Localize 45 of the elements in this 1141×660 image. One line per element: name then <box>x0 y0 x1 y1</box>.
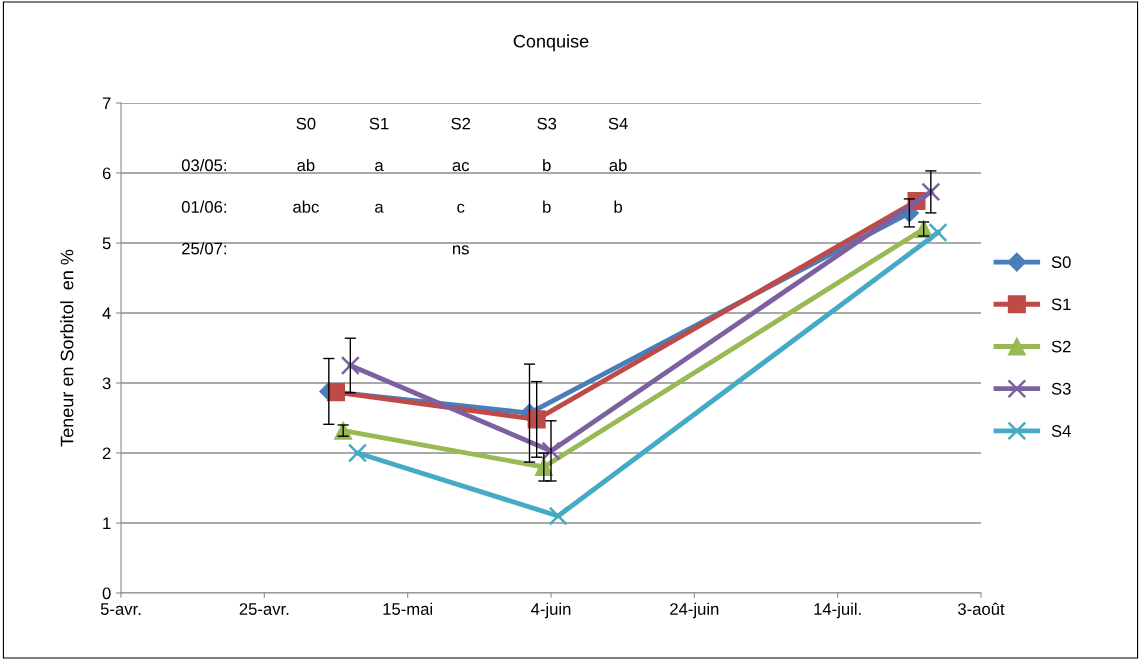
legend-label: S3 <box>1051 382 1071 395</box>
annotation: S0 <box>296 117 316 130</box>
y-axis-title: Teneur en Sorbitol en % <box>60 249 74 447</box>
x-tick-label: 15-mai <box>383 602 433 615</box>
annotation: S2 <box>451 117 471 130</box>
point <box>347 443 368 463</box>
y-tick-label: 6 <box>102 167 111 180</box>
annotation: abc <box>293 200 319 213</box>
y-tick-label: 2 <box>102 447 111 460</box>
annotation: 03/05: <box>181 158 227 172</box>
annotation: ab <box>609 158 627 172</box>
point <box>928 222 948 243</box>
y-tick-label: 5 <box>102 237 111 250</box>
y-tick-label: 0 <box>102 587 111 600</box>
annotation: S4 <box>608 117 628 130</box>
legend-label: S1 <box>1051 298 1071 311</box>
annotation: ac <box>452 162 470 172</box>
chart-title: Conquise <box>513 34 589 52</box>
annotation: a <box>375 203 384 213</box>
x-tick-label: 3-août <box>958 602 1005 615</box>
x-tick-label: 5-avr. <box>100 603 141 615</box>
x-tick-label: 25-avr. <box>239 603 289 615</box>
annotation: b <box>543 200 551 213</box>
annotation: 25/07: <box>182 242 227 255</box>
y-tick-label: 7 <box>102 97 111 110</box>
y-tick-label: 1 <box>103 517 111 530</box>
point <box>548 506 568 526</box>
x-tick-label: 4-juin <box>531 602 571 619</box>
legend-label: S2 <box>1051 340 1071 353</box>
annotation: 01/06: <box>181 200 227 213</box>
annotation: a <box>375 162 384 172</box>
annotation: b <box>614 200 623 213</box>
annotation: ab <box>297 158 315 172</box>
annotation: b <box>543 158 551 172</box>
annotation: c <box>457 203 465 213</box>
x-tick-label: 14-juil. <box>814 602 861 619</box>
legend-label: S0 <box>1051 256 1071 269</box>
annotation: ns <box>453 245 469 255</box>
y-tick-label: 4 <box>102 307 111 320</box>
x-tick-label: 24-juin <box>670 602 719 619</box>
legend-label: S4 <box>1051 425 1071 437</box>
y-tick-label: 3 <box>102 377 111 390</box>
annotation: S3 <box>537 117 557 130</box>
annotation: S1 <box>369 117 389 130</box>
point <box>340 355 360 376</box>
